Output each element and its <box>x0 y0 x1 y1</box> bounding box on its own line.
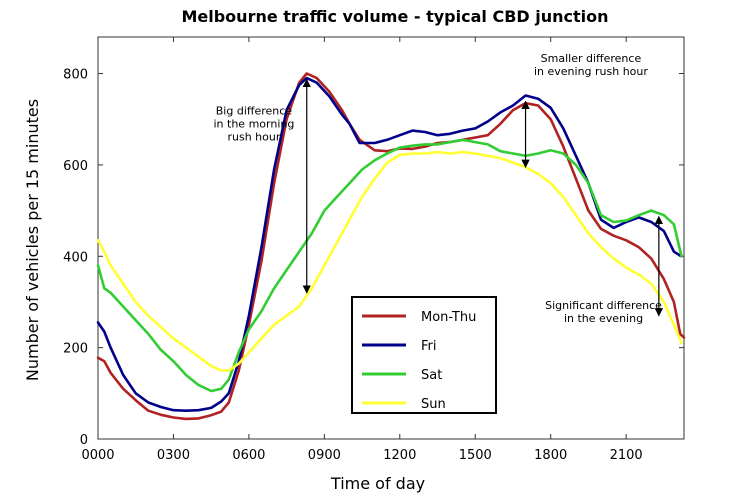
legend-label-mon-thu: Mon-Thu <box>421 310 476 325</box>
y-tick-label: 0 <box>80 433 88 448</box>
series-line-mon-thu <box>96 72 686 421</box>
plot-area: 0000 0300 0600 0900 1200 1500 1800 2100 0 200 400 6… <box>63 36 686 463</box>
y-tick-label: 200 <box>63 342 88 357</box>
legend-label-sat: Sat <box>421 368 442 383</box>
x-tick-label: 1500 <box>459 448 492 463</box>
x-tick-label: 0600 <box>232 448 265 463</box>
y-tick-label: 400 <box>63 250 88 265</box>
plot-frame <box>97 36 685 440</box>
x-tick-label: 0900 <box>308 448 341 463</box>
y-axis-label: Number of vehicles per 15 minutes <box>23 99 42 381</box>
x-tick-label: 1800 <box>534 448 567 463</box>
series-line-sun <box>96 150 683 372</box>
y-tick-label: 800 <box>63 68 88 83</box>
x-tick-label: 0000 <box>81 448 114 463</box>
x-axis-label: Time of day <box>330 474 425 493</box>
annotation-text: Smaller difference <box>541 52 642 65</box>
annotation-text: in the evening <box>564 312 643 325</box>
annotation-text: rush hour <box>227 131 280 144</box>
annotation-text: Big difference <box>216 105 293 118</box>
x-tick-label: 0300 <box>157 448 190 463</box>
series-line-sat <box>96 138 683 393</box>
x-tick-label: 2100 <box>610 448 643 463</box>
legend-label-fri: Fri <box>421 339 437 354</box>
y-tick-label: 600 <box>63 159 88 174</box>
chart-title: Melbourne traffic volume - typical CBD j… <box>181 7 608 26</box>
annotation-text: in evening rush hour <box>534 65 648 78</box>
x-tick-label: 1200 <box>383 448 416 463</box>
legend: Mon-Thu Fri Sat Sun <box>351 296 497 414</box>
legend-label-sun: Sun <box>421 397 446 412</box>
annotation-text: in the morning <box>214 118 295 131</box>
annotation-text: Significant difference <box>545 299 662 312</box>
series-line-fri <box>96 76 683 412</box>
